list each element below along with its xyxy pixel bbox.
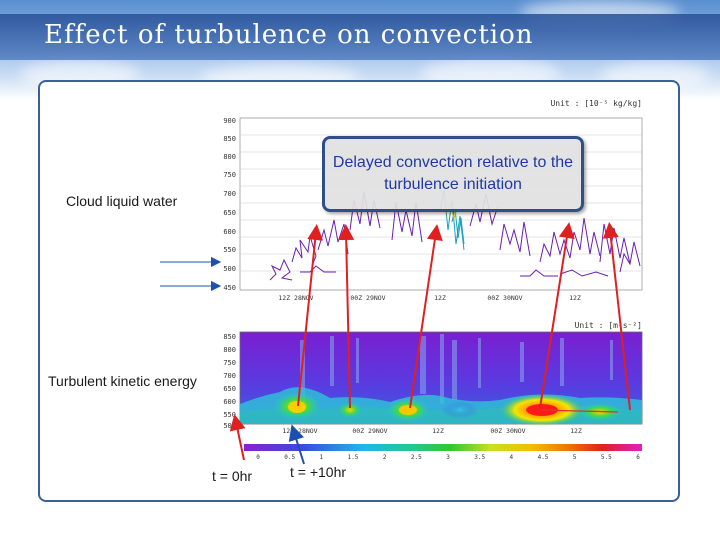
colorbar-tick: 5 (573, 454, 577, 461)
colorbar-tick: 1.5 (348, 454, 359, 461)
bottom-xtick: 00Z 29NOV (352, 427, 387, 435)
top-ytick: 800 (223, 153, 236, 161)
bottom-unit-label: Unit : [m²s⁻²] (575, 321, 642, 330)
red-arrows (297, 222, 631, 411)
bottom-xtick: 12Z (432, 427, 444, 435)
top-xtick: 12Z (434, 294, 446, 302)
colorbar-tick: 4 (510, 454, 514, 461)
tke-plot: 850 800 750 700 650 600 550 500 12Z 28NO… (223, 321, 643, 435)
top-xtick: 00Z 30NOV (487, 294, 522, 302)
top-ytick: 450 (223, 284, 236, 292)
top-ytick: 900 (223, 117, 236, 125)
top-ytick: 550 (223, 246, 236, 254)
bottom-ytick: 550 (223, 411, 236, 419)
bottom-ytick: 600 (223, 398, 236, 406)
top-xtick: 12Z 28NOV (278, 294, 313, 302)
top-unit-label: Unit : [10⁻⁵ kg/kg] (550, 99, 642, 108)
top-ytick: 750 (223, 171, 236, 179)
colorbar-tick: 2.5 (411, 454, 422, 461)
turbulent-kinetic-energy-label: Turbulent kinetic energy (48, 373, 197, 389)
colorbar-tick: 0 (256, 454, 260, 461)
bottom-ytick: 500 (223, 422, 236, 430)
top-ytick: 600 (223, 228, 236, 236)
bottom-xtick: 12Z 28NOV (282, 427, 317, 435)
slide-title: Effect of turbulence on convection (44, 20, 534, 50)
colorbar-tick: 1 (320, 454, 324, 461)
top-xtick: 12Z (569, 294, 581, 302)
bottom-ytick: 850 (223, 333, 236, 341)
bottom-xtick: 12Z (570, 427, 582, 435)
colorbar-tick: 3.5 (474, 454, 485, 461)
top-ytick: 850 (223, 135, 236, 143)
colorbar-tick: 3 (446, 454, 450, 461)
top-ytick: 650 (223, 209, 236, 217)
time-arrows (229, 414, 305, 465)
top-xtick: 00Z 29NOV (350, 294, 385, 302)
bottom-ytick: 700 (223, 372, 236, 380)
colorbar-tick: 4.5 (538, 454, 549, 461)
title-bar (0, 14, 720, 60)
top-ytick: 500 (223, 265, 236, 273)
bottom-ytick: 650 (223, 385, 236, 393)
blue-pointer-arrows (160, 256, 222, 292)
callout-box: Delayed convection relative to the turbu… (322, 136, 584, 212)
bottom-xtick: 00Z 30NOV (490, 427, 525, 435)
bottom-ytick: 750 (223, 359, 236, 367)
tke-colorbar: 0 0.5 1 1.5 2 2.5 3 3.5 4 4.5 5 5.5 6 (244, 444, 642, 461)
t-zero-label: t = 0hr (212, 468, 253, 484)
colorbar-tick: 0.5 (284, 454, 295, 461)
bottom-ytick: 800 (223, 346, 236, 354)
colorbar-tick: 5.5 (601, 454, 612, 461)
cloud-liquid-water-label: Cloud liquid water (66, 193, 178, 209)
colorbar-tick: 2 (383, 454, 387, 461)
t-plus10-label: t = +10hr (290, 464, 347, 480)
colorbar-tick: 6 (636, 454, 640, 461)
top-ytick: 700 (223, 190, 236, 198)
